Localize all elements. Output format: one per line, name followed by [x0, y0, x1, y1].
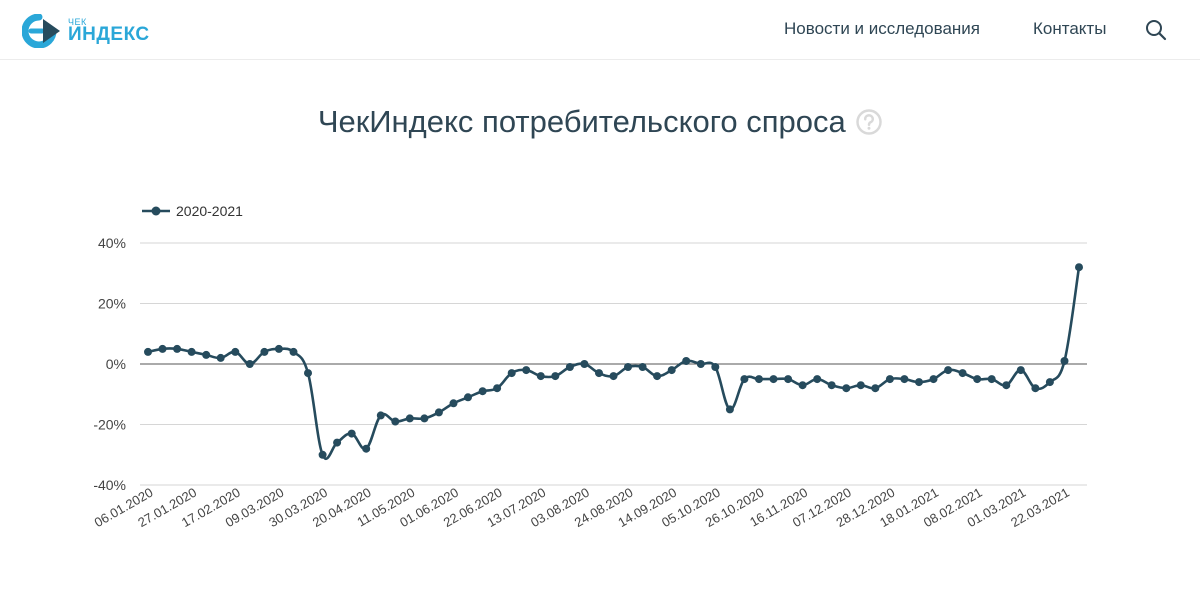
data-point — [653, 372, 662, 381]
data-point — [580, 360, 589, 368]
data-point — [493, 384, 502, 393]
legend-label: 2020-2021 — [176, 203, 243, 219]
chekindex-logo[interactable]: ЧЕК ИНДЕКС — [22, 14, 152, 48]
data-point — [405, 414, 414, 423]
data-point — [1016, 366, 1025, 375]
data-point — [755, 375, 763, 384]
data-point — [900, 375, 909, 384]
data-point — [231, 347, 240, 356]
data-point — [420, 414, 429, 423]
site-header: ЧЕК ИНДЕКС Новости и исследования Контак… — [0, 0, 1200, 60]
data-point — [624, 363, 632, 371]
data-point — [1075, 263, 1083, 272]
data-point — [856, 381, 865, 390]
data-point — [885, 375, 894, 384]
data-point — [158, 344, 167, 353]
y-tick-label: -40% — [93, 477, 126, 493]
data-point — [333, 438, 342, 447]
data-point — [725, 405, 734, 414]
data-point — [609, 372, 618, 381]
data-point — [522, 366, 531, 375]
data-point — [944, 366, 953, 375]
nav-news-link[interactable]: Новости и исследования — [784, 19, 981, 38]
data-point — [289, 347, 298, 356]
data-point — [449, 399, 458, 408]
data-point — [915, 378, 923, 387]
data-point — [798, 381, 807, 390]
data-point — [784, 375, 793, 384]
data-point — [245, 360, 254, 368]
logo-small-text: ЧЕК — [68, 17, 87, 27]
nav-contacts-link[interactable]: Контакты — [1033, 19, 1107, 38]
data-point — [565, 363, 574, 371]
data-point — [274, 344, 283, 353]
y-tick-label: 20% — [98, 296, 126, 312]
consumer-demand-chart: -40%-20%0%20%40%06.01.202027.01.202017.0… — [92, 203, 1087, 530]
data-point — [973, 375, 982, 384]
question-circle-icon — [856, 109, 882, 135]
data-point — [202, 350, 211, 359]
data-point — [144, 347, 152, 356]
data-point — [173, 344, 182, 353]
data-point — [813, 375, 822, 384]
data-point — [304, 369, 312, 378]
data-point — [1045, 378, 1054, 387]
data-point — [871, 384, 880, 393]
data-point — [958, 369, 967, 378]
data-point — [638, 363, 647, 371]
data-point — [842, 384, 851, 393]
data-point — [318, 450, 327, 459]
data-point — [987, 375, 996, 384]
logo-big-text: ИНДЕКС — [68, 24, 150, 45]
data-point — [347, 429, 356, 438]
data-point — [216, 353, 225, 362]
data-point — [682, 357, 691, 365]
data-point — [187, 347, 196, 356]
data-point — [376, 411, 385, 420]
logo-mark-icon — [22, 14, 60, 48]
data-point — [740, 375, 749, 384]
y-tick-label: 0% — [106, 356, 126, 372]
data-point — [362, 444, 371, 453]
help-button[interactable] — [856, 109, 882, 135]
page-title: ЧекИндекс потребительского спроса — [317, 104, 846, 139]
data-point — [1060, 357, 1069, 365]
data-point — [551, 372, 560, 381]
data-point — [667, 366, 676, 375]
data-point — [434, 408, 443, 417]
y-tick-label: -20% — [93, 417, 126, 433]
data-point — [478, 387, 487, 396]
data-point — [1002, 381, 1011, 390]
data-point — [507, 369, 516, 378]
series-line-2020-2021 — [147, 267, 1081, 461]
data-point — [595, 369, 603, 378]
data-point — [711, 363, 720, 371]
search-icon — [1146, 20, 1167, 41]
data-point — [260, 347, 269, 356]
data-point — [464, 393, 472, 402]
search-button[interactable] — [1144, 18, 1168, 42]
data-point — [536, 372, 545, 381]
y-tick-label: 40% — [98, 235, 126, 251]
data-point — [769, 375, 778, 384]
data-point — [1031, 384, 1040, 393]
chart-title-row: ЧекИндекс потребительского спроса — [0, 104, 1200, 140]
data-point — [827, 381, 836, 390]
data-point — [929, 375, 938, 384]
legend-marker-icon — [151, 206, 161, 216]
data-point — [696, 360, 705, 368]
data-point — [391, 417, 400, 426]
